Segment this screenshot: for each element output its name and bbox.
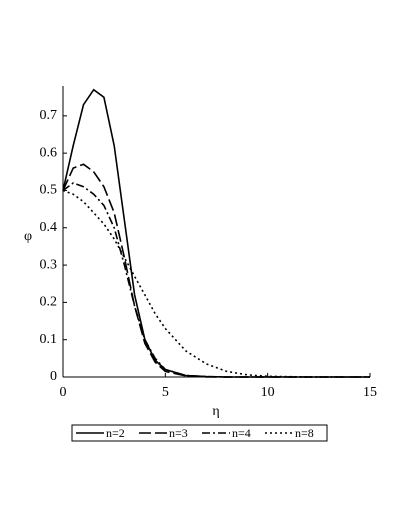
y-axis-label: φ [24,229,32,244]
y-tick-label: 0 [50,369,57,384]
legend-label: n=3 [169,426,188,440]
x-tick-label: 5 [162,385,169,400]
y-tick-label: 0.2 [40,295,58,310]
legend-label: n=2 [106,426,125,440]
x-axis-label: η [212,404,219,419]
y-tick-label: 0.7 [40,108,58,123]
series-line [62,189,370,378]
y-tick-label: 0.5 [40,183,58,198]
legend-label: n=8 [295,426,314,440]
series-line [62,88,370,378]
y-tick-label: 0.1 [40,332,58,347]
x-tick-label: 15 [363,385,377,400]
series-line [62,182,370,378]
y-tick-label: 0.6 [40,145,58,160]
legend-label: n=4 [232,426,251,440]
legend: n=2 n=3 n=4 n=8 [76,426,314,440]
series-line [62,163,370,378]
x-tick-label: 0 [60,385,67,400]
legend-box [71,424,328,442]
x-tick-label: 10 [261,385,275,400]
y-tick-label: 0.4 [40,220,58,235]
y-tick-label: 0.3 [40,257,58,272]
